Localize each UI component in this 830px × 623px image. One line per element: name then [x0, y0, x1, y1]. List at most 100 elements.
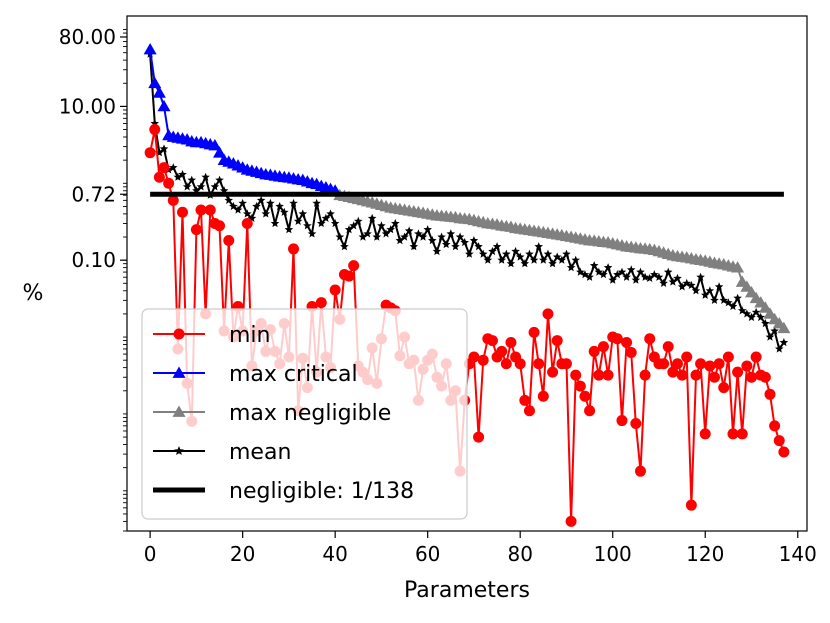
data-point [247, 213, 257, 222]
data-point [395, 236, 405, 245]
y-tick-label: 80.00 [59, 25, 116, 49]
data-point [714, 282, 724, 291]
data-point [593, 369, 605, 381]
data-point [233, 205, 243, 214]
data-point [529, 255, 539, 264]
data-point [460, 238, 469, 247]
data-point [560, 358, 572, 370]
data-point [224, 195, 233, 204]
data-point [687, 280, 696, 289]
y-axis-label: % [23, 281, 44, 306]
data-point [178, 170, 187, 179]
data-point [576, 267, 585, 276]
data-point [477, 354, 489, 366]
legend: min max critical max negligible mean negligi… [141, 308, 468, 520]
x-tick-label: 20 [230, 542, 255, 566]
data-point [280, 207, 289, 216]
data-point [190, 224, 202, 236]
data-point [779, 338, 789, 347]
x-tick-label: 80 [507, 542, 532, 566]
legend-entry: negligible: 1/138 [153, 479, 414, 504]
data-point [759, 371, 771, 383]
data-point [229, 201, 238, 211]
y-tick-label: 0.72 [71, 182, 116, 206]
data-point [594, 267, 604, 276]
data-point [167, 194, 179, 206]
data-point [778, 446, 790, 458]
data-point [676, 369, 688, 381]
data-point [562, 249, 571, 258]
data-point [270, 219, 280, 228]
data-point [719, 295, 728, 304]
data-point [372, 232, 382, 241]
legend-entries: min max critical max negligible mean negligi… [153, 323, 414, 504]
data-point [432, 246, 442, 256]
data-point [455, 232, 465, 241]
data-point [681, 351, 693, 363]
data-point [505, 336, 517, 348]
legend-label: negligible: 1/138 [229, 479, 414, 504]
data-point [330, 219, 340, 228]
data-point [317, 219, 326, 228]
data-point [645, 273, 654, 282]
data-point [685, 499, 697, 511]
data-point [662, 341, 674, 353]
data-point [386, 225, 395, 234]
data-point [539, 255, 548, 264]
data-point [588, 345, 600, 357]
data-point [613, 270, 622, 279]
data-point [667, 366, 679, 378]
data-point [414, 229, 423, 238]
data-point [775, 344, 784, 353]
plot-frame [126, 15, 808, 532]
data-point [474, 242, 483, 251]
data-point [159, 144, 169, 153]
data-point [585, 272, 594, 281]
data-point [579, 390, 591, 402]
data-point [580, 270, 590, 279]
data-point [158, 162, 170, 174]
data-point [506, 259, 516, 268]
data-point [728, 302, 738, 311]
data-point [210, 182, 220, 191]
data-point [750, 351, 762, 363]
data-point [708, 371, 720, 383]
data-point [589, 261, 599, 270]
data-point [500, 358, 512, 370]
data-point [777, 321, 791, 334]
x-axis: 0 20 40 60 80 100 120 140 [144, 531, 817, 566]
data-point [722, 351, 734, 363]
data-point [243, 209, 252, 218]
data-point [566, 263, 576, 272]
legend-marker [173, 328, 185, 340]
data-point [381, 229, 391, 238]
data-point [639, 369, 651, 381]
data-point [551, 335, 563, 347]
data-point [157, 99, 171, 112]
data-point [473, 431, 485, 443]
data-point [423, 225, 432, 234]
data-point [163, 177, 175, 189]
data-point [769, 420, 781, 432]
data-point [488, 246, 497, 256]
data-point [502, 249, 511, 258]
legend-label: mean [229, 440, 291, 465]
data-point [617, 267, 627, 276]
data-point [704, 360, 716, 372]
data-point [731, 261, 745, 273]
data-point [724, 298, 733, 307]
data-point [534, 242, 543, 251]
data-point [214, 220, 226, 232]
data-point [187, 175, 196, 184]
data-point [677, 282, 687, 291]
data-point [597, 341, 609, 353]
data-point [695, 358, 707, 370]
data-point [622, 272, 631, 281]
data-point [537, 390, 549, 402]
data-point [552, 252, 562, 261]
data-point [150, 119, 159, 128]
data-point [451, 242, 460, 251]
data-point [631, 275, 641, 284]
data-point [497, 255, 506, 264]
data-point [571, 255, 580, 264]
